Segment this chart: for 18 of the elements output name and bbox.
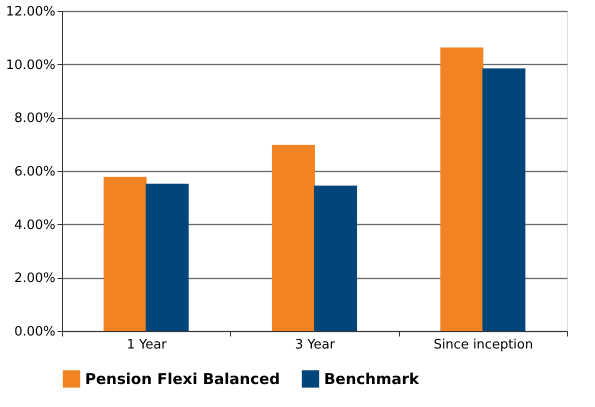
bar [146,184,189,331]
bar [482,68,526,331]
x-tick-label: Since inception [434,338,534,352]
y-tick-label: 12.00% [6,4,56,20]
y-tick-label: 0.00% [14,324,56,340]
y-tick-label: 2.00% [14,271,56,286]
y-tick-label: 4.00% [14,218,56,233]
bar [272,144,315,331]
x-tick-label: 3 Year [295,338,336,352]
bar [314,186,358,331]
y-tick-label: 6.00% [14,164,56,180]
y-tick-label: 10.00% [6,58,56,73]
bar [440,48,484,331]
y-tick-label: 8.00% [14,111,56,126]
legend-label: Benchmark [324,370,420,388]
legend-label: Pension Flexi Balanced [85,370,280,388]
bar [104,176,147,331]
x-tick-label: 1 Year [126,338,168,352]
